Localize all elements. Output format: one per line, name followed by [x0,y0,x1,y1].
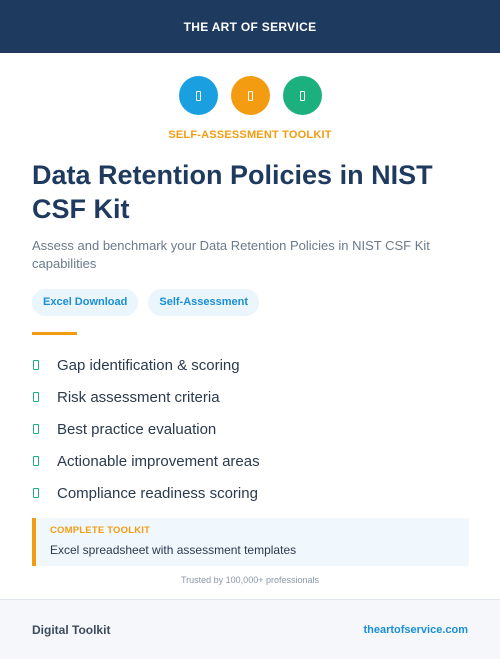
trusted-note: Trusted by 100,000+ professionals [180,575,319,585]
feature-text: Risk assessment criteria [57,388,220,406]
checkbox-icon [33,456,39,466]
accent-divider [32,332,77,335]
top-banner: THE ART OF SERVICE [0,0,500,53]
checkbox-icon [33,424,39,434]
list-item: Compliance readiness scoring [32,477,260,509]
toolkit-label: COMPLETE TOOLKIT [50,525,151,536]
tag-excel-download: Excel Download [32,289,139,316]
feature-list: Gap identification & scoring Risk assess… [32,349,260,509]
toolkit-description: Excel spreadsheet with assessment templa… [50,543,297,557]
icon-row [0,76,500,115]
checkbox-icon [33,360,39,370]
feature-text: Gap identification & scoring [57,356,240,374]
footer-link[interactable]: theartofservice.com [363,623,468,636]
tag-list: Excel Download Self-Assessment [32,289,260,316]
feature-text: Actionable improvement areas [57,452,260,470]
feature-text: Compliance readiness scoring [57,484,258,502]
subtitle: Assess and benchmark your Data Retention… [32,238,430,271]
checkbox-icon [33,488,39,498]
document-icon [282,76,322,115]
checkbox-icon [33,392,39,402]
feature-text: Best practice evaluation [57,420,217,438]
document-icon [230,76,270,115]
brand-name: THE ART OF SERVICE [183,19,317,34]
list-item: Risk assessment criteria [32,381,260,413]
list-item: Gap identification & scoring [32,349,260,381]
document-icon [178,76,218,115]
footer-label: Digital Toolkit [32,622,111,637]
list-item: Best practice evaluation [32,413,260,445]
footer: Digital Toolkit theartofservice.com [0,599,500,659]
page-title: Data Retention Policies in NIST CSF Kit [32,160,433,224]
eyebrow-label: SELF-ASSESSMENT TOOLKIT [168,129,332,141]
toolkit-callout: COMPLETE TOOLKIT Excel spreadsheet with … [32,518,469,566]
list-item: Actionable improvement areas [32,445,260,477]
tag-self-assessment: Self-Assessment [148,289,260,316]
